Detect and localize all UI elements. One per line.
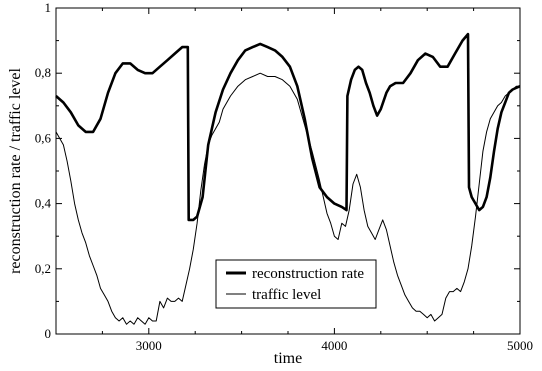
- plot-frame: [55, 7, 521, 335]
- axis-ticks: 0 0,2 0,4 0,6 0,8 1 3000 4000 5000: [35, 0, 533, 353]
- y-tick-label: 0: [45, 326, 52, 341]
- series-line-traffic-level: [55, 72, 520, 325]
- y-tick-label: 0,2: [35, 261, 51, 276]
- series-line-reconstruction-rate: [55, 32, 521, 222]
- legend-label-traffic-level: traffic level: [252, 287, 321, 303]
- y-tick-label: 0,4: [35, 196, 52, 211]
- x-axis-label: time: [274, 350, 302, 367]
- legend: reconstruction rate traffic level: [215, 259, 377, 309]
- legend-box: [215, 259, 377, 309]
- y-tick-label: 0,8: [35, 65, 51, 80]
- y-tick-label: 1: [45, 0, 52, 15]
- x-tick-label: 3000: [136, 338, 162, 353]
- y-axis-label: reconstruction rate / traffic level: [7, 68, 24, 274]
- y-tick-label: 0,6: [35, 130, 52, 145]
- x-tick-label: 4000: [321, 338, 347, 353]
- series-lines: [55, 32, 521, 325]
- x-tick-label: 5000: [507, 338, 533, 353]
- legend-label-reconstruction-rate: reconstruction rate: [252, 266, 364, 282]
